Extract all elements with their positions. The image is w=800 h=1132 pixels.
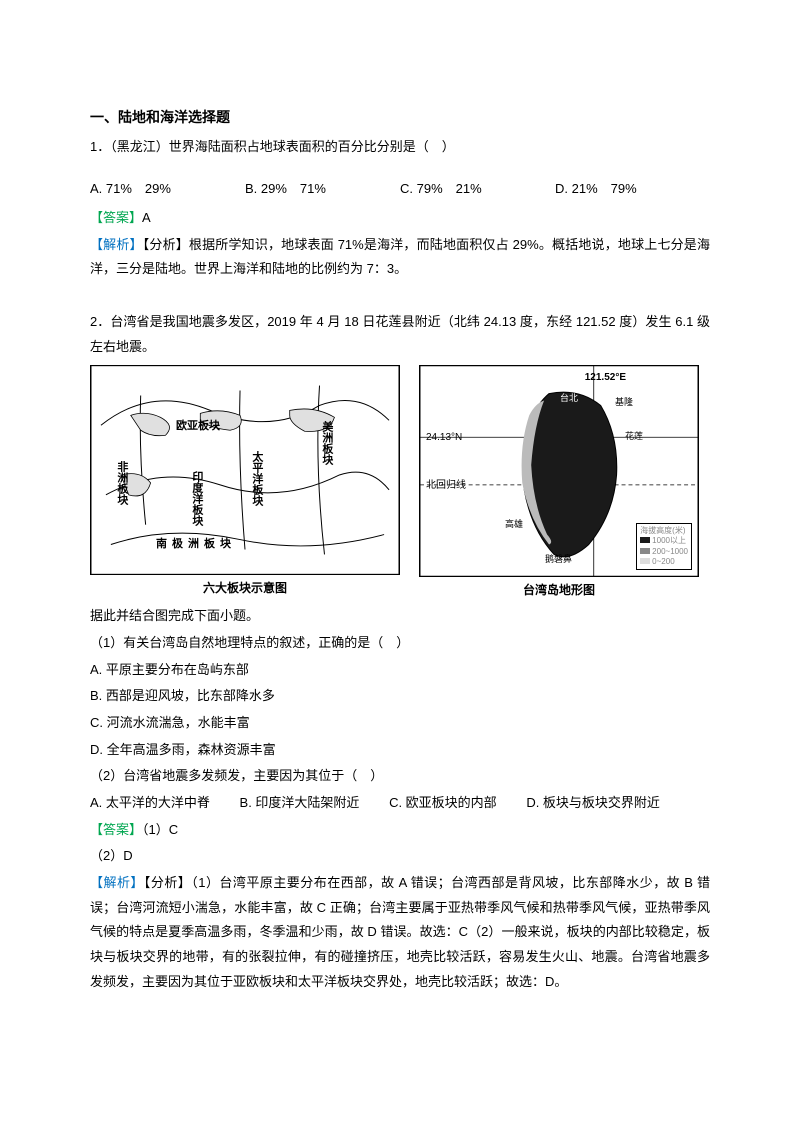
fig2-100: 台北 xyxy=(560,390,578,407)
q2-sub2-stem: （2）台湾省地震多发频发，主要因为其位于（ ） xyxy=(90,764,710,789)
q2-sub2-b: B. 印度洋大陆架附近 xyxy=(240,795,360,810)
q1-answer-line: 【答案】A xyxy=(90,206,710,231)
fig2-lat-label: 24.13°N xyxy=(426,428,462,447)
answer-label: 【答案】 xyxy=(90,822,142,837)
q2-sub1-stem: （1）有关台湾岛自然地理特点的叙述，正确的是（ ） xyxy=(90,631,710,656)
label-america: 美洲板块 xyxy=(316,421,337,465)
section-title: 一、陆地和海洋选择题 xyxy=(90,104,710,131)
q1-option-a: A. 71% 29% xyxy=(90,177,245,202)
q2-stem-text: 台湾省是我国地震多发区，2019 年 4 月 18 日花莲县附近（北纬 24.1… xyxy=(90,314,710,354)
figure-2-box: 121.52°E 24.13°N 北回归线 台北 基隆 花莲 高雄 鹅磐鼻 兰屿… xyxy=(408,365,710,602)
q2-answer1: （1）C xyxy=(142,822,178,837)
q2-explain-text: 【分析】（1）台湾平原主要分布在西部，故 A 错误；台湾西部是背风坡，比东部降水… xyxy=(90,875,710,989)
q2-sub2-d: D. 板块与板块交界附近 xyxy=(526,795,660,810)
question-2: 2．台湾省是我国地震多发区，2019 年 4 月 18 日花莲县附近（北纬 24… xyxy=(90,310,710,994)
fig2-tropic-label: 北回归线 xyxy=(426,476,466,495)
label-eurasia: 欧亚板块 xyxy=(176,416,220,437)
fig2-ep: 鹅磐鼻 xyxy=(545,551,572,568)
q1-answer: A xyxy=(142,210,151,225)
q2-sub2-a: A. 太平洋的大洋中脊 xyxy=(90,795,210,810)
figure-row: 欧亚板块 非洲板块 印度洋板块 太平洋板块 美洲板块 南极洲板块 六大板块示意图 xyxy=(90,365,710,602)
label-antarctic: 南极洲板块 xyxy=(156,534,236,555)
q2-sub2-c: C. 欧亚板块的内部 xyxy=(389,795,497,810)
q1-explain-line: 【解析】【分析】根据所学知识，地球表面 71%是海洋，而陆地面积仅占 29%。概… xyxy=(90,233,710,282)
fig2-hl: 花莲 xyxy=(625,428,643,445)
label-pacific: 太平洋板块 xyxy=(246,451,267,506)
q2-lead: 据此并结合图完成下面小题。 xyxy=(90,604,710,629)
q2-sub1-b: B. 西部是迎风坡，比东部降水多 xyxy=(90,684,710,709)
figure-plates-map: 欧亚板块 非洲板块 印度洋板块 太平洋板块 美洲板块 南极洲板块 xyxy=(90,365,400,575)
q1-option-c: C. 79% 21% xyxy=(400,177,555,202)
q2-explain-line: 【解析】【分析】（1）台湾平原主要分布在西部，故 A 错误；台湾西部是背风坡，比… xyxy=(90,871,710,994)
figure-2-caption: 台湾岛地形图 xyxy=(523,579,595,602)
figure-1-caption: 六大板块示意图 xyxy=(203,577,287,600)
q1-stem: 1．（黑龙江）世界海陆面积占地球表面积的百分比分别是（ ） xyxy=(90,135,710,160)
explain-label: 【解析】 xyxy=(90,237,143,252)
label-africa: 非洲板块 xyxy=(111,461,132,505)
q2-sub2-options: A. 太平洋的大洋中脊 B. 印度洋大陆架附近 C. 欧亚板块的内部 D. 板块… xyxy=(90,791,710,816)
q2-answer-line: 【答案】（1）C xyxy=(90,818,710,843)
figure-taiwan-map: 121.52°E 24.13°N 北回归线 台北 基隆 花莲 高雄 鹅磐鼻 兰屿… xyxy=(419,365,699,577)
fig2-lon-label: 121.52°E xyxy=(585,368,626,387)
answer-label: 【答案】 xyxy=(90,210,142,225)
q2-number: 2． xyxy=(90,314,110,329)
q1-explain-text: 【分析】根据所学知识，地球表面 71%是海洋，而陆地面积仅占 29%。概括地说，… xyxy=(90,237,710,277)
q1-option-d: D. 21% 79% xyxy=(555,177,710,202)
q2-stem: 2．台湾省是我国地震多发区，2019 年 4 月 18 日花莲县附近（北纬 24… xyxy=(90,310,710,359)
explain-label: 【解析】 xyxy=(90,875,144,890)
fig2-gx: 高雄 xyxy=(505,516,523,533)
legend-item-3: 0~200 xyxy=(640,557,688,567)
figure-1-box: 欧亚板块 非洲板块 印度洋板块 太平洋板块 美洲板块 南极洲板块 六大板块示意图 xyxy=(90,365,400,602)
q1-option-b: B. 29% 71% xyxy=(245,177,400,202)
fig2-jl: 基隆 xyxy=(615,394,633,411)
label-india: 印度洋板块 xyxy=(186,471,207,526)
q2-answer2: （2）D xyxy=(90,844,710,869)
q1-options: A. 71% 29% B. 29% 71% C. 79% 21% D. 21% … xyxy=(90,177,710,202)
legend-item-2: 200~1000 xyxy=(640,547,688,557)
q2-sub1-d: D. 全年高温多雨，森林资源丰富 xyxy=(90,738,710,763)
q1-number: 1． xyxy=(90,139,110,154)
fig2-legend: 海拔高度(米) 1000以上 200~1000 0~200 xyxy=(636,523,692,571)
q2-sub1-a: A. 平原主要分布在岛屿东部 xyxy=(90,658,710,683)
legend-item-1: 1000以上 xyxy=(640,536,688,546)
q1-stem-text: （黑龙江）世界海陆面积占地球表面积的百分比分别是（ ） xyxy=(110,139,455,154)
question-1: 1．（黑龙江）世界海陆面积占地球表面积的百分比分别是（ ） A. 71% 29%… xyxy=(90,135,710,282)
legend-title: 海拔高度(米) xyxy=(640,526,688,536)
plates-svg xyxy=(91,365,399,575)
q2-sub1-c: C. 河流水流湍急，水能丰富 xyxy=(90,711,710,736)
